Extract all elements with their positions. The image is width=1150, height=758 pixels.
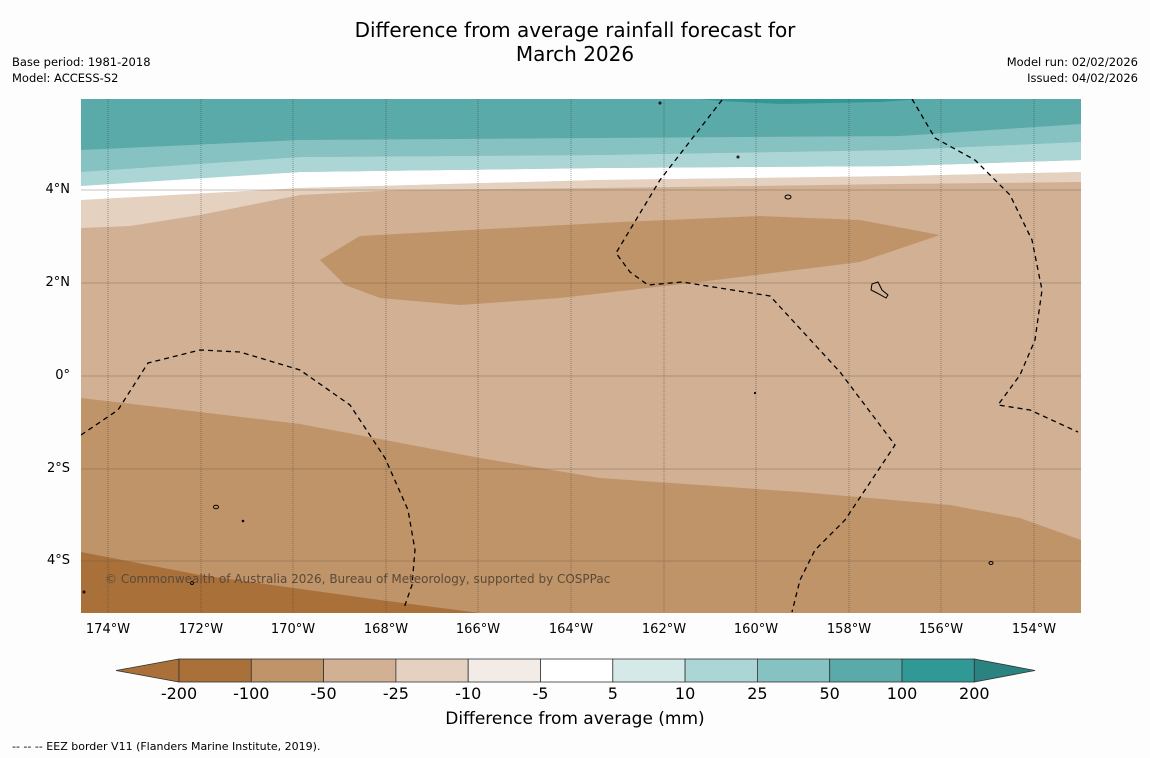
lon-label: 170°W [270, 622, 316, 637]
lat-label-0: 0° [55, 368, 70, 383]
lon-label: 154°W [1011, 622, 1057, 637]
lat-label-4s: 4°S [46, 553, 70, 568]
graticule [107, 99, 1035, 613]
colorbar [115, 658, 1036, 683]
model-run: Model run: 02/02/2026 [1006, 55, 1138, 69]
colorbar-tick-label: 5 [607, 684, 618, 703]
region-minus100-minus50-south [81, 398, 1081, 613]
colorbar-title: Difference from average (mm) [445, 709, 705, 729]
colorbar-swatch [323, 658, 397, 683]
colorbar-tick-label: 25 [747, 684, 768, 703]
colorbar-extend-high [973, 658, 1036, 683]
colorbar-tick-label: -200 [160, 684, 198, 703]
colorbar-swatch [829, 658, 903, 683]
island [658, 101, 662, 105]
region-minus200-minus100 [81, 552, 480, 613]
eez-east [911, 99, 1079, 433]
lat-label-4n: 4°N [45, 182, 71, 197]
chart-title: Difference from average rainfall forecas… [0, 18, 1150, 66]
island [784, 194, 792, 200]
colorbar-swatch [757, 658, 831, 683]
colorbar-tick-label: 10 [674, 684, 696, 703]
eez-west [81, 349, 416, 609]
colorbar-swatch [467, 658, 541, 683]
colorbar-swatch [178, 658, 252, 683]
meta-right: Model run: 02/02/2026 Issued: 04/02/2026 [1007, 54, 1138, 86]
colorbar-tick-label: -10 [455, 684, 482, 703]
colorbar-swatch [540, 658, 614, 683]
colorbar-swatch [901, 658, 975, 683]
eez-kiribati-line-islands [615, 99, 896, 613]
map-area [81, 99, 1081, 613]
region-25-50 [81, 122, 1081, 172]
island [753, 391, 757, 395]
colorbar-swatch [250, 658, 325, 683]
lon-label: 164°W [548, 622, 594, 637]
colorbar-tick-label: -50 [310, 684, 337, 703]
colorbar-tick-label: 100 [886, 684, 918, 703]
island [988, 561, 994, 565]
island [213, 504, 219, 510]
region-50-100 [81, 99, 1081, 150]
colorbar-swatch [684, 658, 758, 683]
lon-label: 156°W [918, 622, 964, 637]
region-plus-minus-5 [81, 160, 1081, 200]
lon-label: 174°W [85, 622, 131, 637]
region-minus25-minus10 [81, 172, 1081, 228]
lon-label: 158°W [826, 622, 872, 637]
lat-label-2s: 2°S [46, 461, 70, 476]
colorbar-tick-label: -100 [233, 684, 270, 703]
copyright-notice: © Commonwealth of Australia 2026, Bureau… [105, 572, 611, 586]
title-line-1: Difference from average rainfall forecas… [354, 18, 796, 42]
colorbar-tick-label: -5 [532, 684, 549, 703]
region-10-25 [81, 140, 1081, 186]
model-name: Model: ACCESS-S2 [12, 71, 119, 85]
lon-label: 168°W [363, 622, 409, 637]
island [190, 581, 194, 585]
colorbar-swatch [612, 658, 686, 683]
colorbar-extend-low [115, 658, 180, 683]
lon-label: 162°W [641, 622, 687, 637]
base-period: Base period: 1981-2018 [12, 55, 151, 69]
eez-footnote: -- -- -- EEZ border V11 (Flanders Marine… [12, 740, 321, 753]
island-kiritimati [870, 281, 889, 299]
colorbar-tick-label: -25 [382, 684, 409, 703]
lat-label-2n: 2°N [45, 275, 71, 290]
islands [82, 101, 994, 594]
island [241, 519, 245, 523]
island [82, 590, 86, 594]
region-100-200 [700, 99, 920, 104]
meta-left: Base period: 1981-2018 Model: ACCESS-S2 [12, 54, 151, 86]
lon-label: 166°W [455, 622, 501, 637]
colorbar-tick-label: 200 [959, 684, 990, 703]
issued-date: Issued: 04/02/2026 [1027, 71, 1138, 85]
colorbar-tick-label: 50 [819, 684, 840, 703]
title-line-2: March 2026 [515, 42, 635, 66]
colorbar-swatch [395, 658, 469, 683]
lon-label: 172°W [178, 622, 224, 637]
eez-borders [81, 99, 1079, 613]
lon-label: 160°W [733, 622, 779, 637]
latitude-lines [81, 189, 1081, 562]
island [736, 155, 740, 159]
